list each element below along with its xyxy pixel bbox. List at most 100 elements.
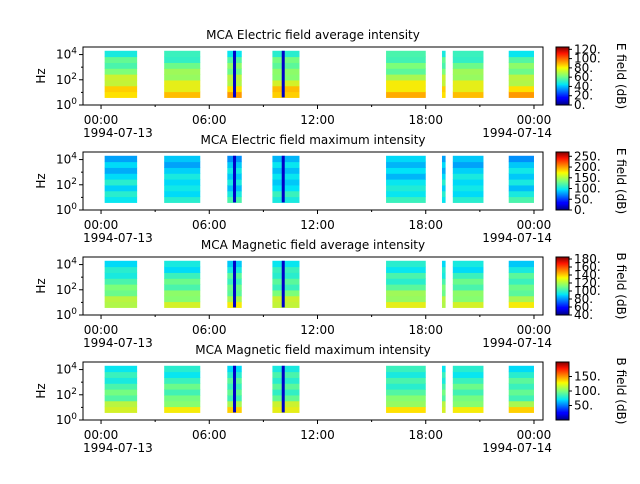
x-tick-label: 12:00 [300,113,335,127]
x-date-label: 1994-07-14 [482,126,552,140]
colorbar-tick-label: 150. [574,171,601,185]
x-date-label: 1994-07-13 [83,126,153,140]
x-date-label: 1994-07-13 [83,441,153,455]
y-tick-label: 100 [56,97,77,112]
y-axis-label: Hz [34,68,48,83]
y-tick-label: 104 [56,152,77,167]
y-tick-label: 100 [56,307,77,322]
data-dropout [281,365,285,413]
data-segment [104,155,138,203]
data-segment [272,50,300,98]
data-segment [386,155,426,203]
colorbar-tick-label: 150. [574,370,601,384]
colorbar-tick-label: 100. [574,182,601,196]
chart-panel-1: MCA Electric field average intensity 100 1… [34,28,628,140]
x-tick-label: 18:00 [408,428,443,442]
chart-panel-3: MCA Magnetic field average intensity 100 1… [34,238,628,350]
data-dropout [233,365,237,413]
axes-frame [82,256,544,316]
colorbar-tick-label: 100. [574,384,601,398]
x-tick-label: 00:00 [84,113,119,127]
x-date-label: 1994-07-13 [83,336,153,350]
chart-title: MCA Magnetic field maximum intensity [195,343,431,357]
data-segment [441,50,446,98]
x-tick-label: 18:00 [408,323,443,337]
data-segment [164,365,201,413]
colorbar-tick-label: 120. [574,42,601,56]
data-segment [104,50,138,98]
colorbar-tick-label: 120. [574,276,601,290]
x-tick-label: 00:00 [517,323,552,337]
x-tick-label: 06:00 [192,323,227,337]
x-date-label: 1994-07-13 [83,231,153,245]
colorbar-tick-label: 140. [574,268,601,282]
y-tick-label: 102 [56,177,77,192]
x-tick-label: 06:00 [192,428,227,442]
data-dropout [281,155,285,203]
colorbar-label: B field (dB) [614,358,628,425]
colorbar-label: E field (dB) [614,43,628,109]
colorbar-gradient [555,151,570,211]
x-tick-label: 18:00 [408,113,443,127]
colorbar: 120.100.80.60.40.20.0. E field (dB) [555,42,628,112]
colorbar-gradient [555,46,570,106]
chart-title: MCA Magnetic field average intensity [201,238,425,252]
data-dropout [281,260,285,308]
data-segment [452,50,484,98]
chart-panel-4: MCA Magnetic field maximum intensity 100 1… [34,343,628,455]
colorbar-tick-label: 60. [574,300,593,314]
axes-frame [82,361,544,421]
data-dropout [281,50,285,98]
chart-panel-2: MCA Electric field maximum intensity 100 1… [34,133,628,245]
colorbar-tick-label: 50. [574,399,593,413]
data-segment [386,260,426,308]
x-tick-label: 00:00 [517,428,552,442]
colorbar-tick-label: 200. [574,160,601,174]
colorbar-tick-label: 100. [574,284,601,298]
y-axis-label: Hz [34,278,48,293]
data-segment [508,155,534,203]
x-tick-label: 00:00 [517,218,552,232]
colorbar-label: B field (dB) [614,253,628,320]
data-segment [508,260,534,308]
colorbar-gradient [555,361,570,421]
x-tick-label: 00:00 [84,218,119,232]
colorbar: 180.160.140.120.100.80.60.40. B field (dB… [555,252,628,322]
colorbar: 150.100.50. B field (dB) [555,358,628,425]
data-segment [508,365,534,413]
colorbar-tick-label: 160. [574,260,601,274]
x-tick-label: 12:00 [300,428,335,442]
y-axis-label: Hz [34,173,48,188]
y-tick-label: 102 [56,387,77,402]
data-segment [164,50,201,98]
y-tick-label: 104 [56,257,77,272]
colorbar-tick-label: 180. [574,252,601,266]
colorbar-gradient [555,256,570,316]
x-date-label: 1994-07-14 [482,336,552,350]
data-segment [272,365,300,413]
y-tick-label: 100 [56,412,77,427]
colorbar-tick-label: 80. [574,61,593,75]
data-segment [441,260,446,308]
data-dropout [233,50,237,98]
data-segment [452,260,484,308]
colorbar-tick-label: 50. [574,192,593,206]
y-tick-label: 102 [56,282,77,297]
colorbar-tick-label: 80. [574,292,593,306]
colorbar-tick-label: 40. [574,79,593,93]
data-segment [104,260,138,308]
data-segment [386,50,426,98]
colorbar-tick-label: 0. [574,98,585,112]
colorbar-tick-label: 250. [574,149,601,163]
x-tick-label: 06:00 [192,113,227,127]
y-axis-label: Hz [34,383,48,398]
colorbar-tick-label: 60. [574,70,593,84]
data-segment [441,155,446,203]
data-dropout [233,260,237,308]
colorbar-tick-label: 20. [574,89,593,103]
chart-title: MCA Electric field average intensity [206,28,420,42]
y-tick-label: 100 [56,202,77,217]
x-tick-label: 06:00 [192,218,227,232]
data-segment [441,365,446,413]
y-tick-label: 104 [56,47,77,62]
